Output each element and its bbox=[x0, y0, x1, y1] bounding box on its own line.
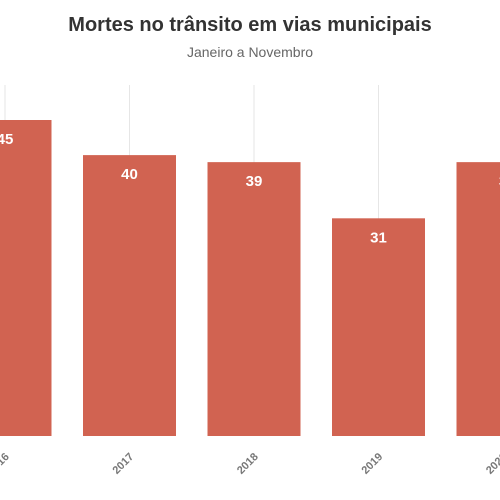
bar-2018[interactable] bbox=[207, 162, 301, 436]
tick-label-2017: 2017 bbox=[110, 451, 136, 477]
bar-2016[interactable] bbox=[0, 120, 52, 436]
value-label-2018: 39 bbox=[246, 173, 263, 190]
bar-2019[interactable] bbox=[332, 218, 425, 436]
x-axis-ticks: 2016 2017 2018 2019 2020 bbox=[0, 451, 500, 477]
bars bbox=[0, 120, 500, 436]
tick-label-2019: 2019 bbox=[359, 451, 385, 477]
chart-subtitle: Janeiro a Novembro bbox=[186, 44, 314, 60]
tick-label-2018: 2018 bbox=[235, 451, 261, 477]
value-label-2019: 31 bbox=[370, 229, 387, 246]
value-label-2017: 40 bbox=[121, 166, 138, 183]
value-label-2020: 3 bbox=[499, 173, 500, 190]
tick-label-2020: 2020 bbox=[484, 451, 500, 477]
value-labels: 45 40 39 31 3 bbox=[0, 131, 500, 246]
bar-2020[interactable] bbox=[456, 162, 500, 436]
value-label-2016: 45 bbox=[0, 131, 13, 148]
chart-title: Mortes no trânsito em vias municipais bbox=[68, 14, 432, 36]
tick-label-2016: 2016 bbox=[0, 451, 12, 477]
bar-2017[interactable] bbox=[83, 155, 176, 436]
